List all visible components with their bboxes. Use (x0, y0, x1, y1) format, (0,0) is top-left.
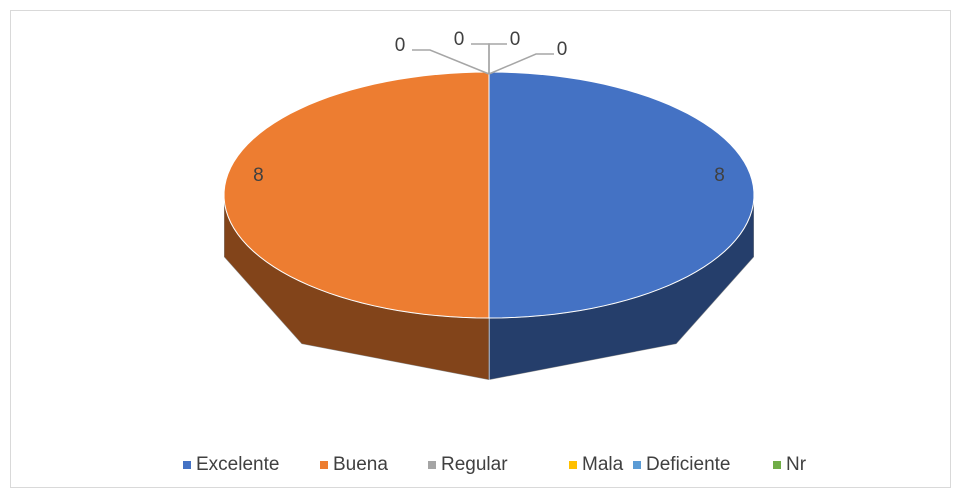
legend-label: Regular (441, 454, 508, 475)
legend-swatch (183, 461, 191, 469)
leader-line (488, 43, 507, 74)
data-label: 0 (395, 35, 406, 56)
legend-swatch (320, 461, 328, 469)
pie: 8 8 0 0 0 0 (223, 29, 755, 381)
slice-side-shade (224, 195, 489, 380)
legend: Excelente Buena Regular Mala Deficiente Nr (183, 454, 807, 475)
legend-swatch (773, 461, 781, 469)
data-label: 8 (714, 165, 725, 186)
legend-swatch (633, 461, 641, 469)
legend-label: Excelente (196, 454, 279, 475)
slice (223, 71, 490, 319)
data-label: 0 (454, 29, 465, 50)
data-label: 0 (557, 39, 568, 60)
data-label: 0 (510, 29, 521, 50)
legend-swatch (428, 461, 436, 469)
legend-label: Deficiente (646, 454, 731, 475)
slice-side-shade (489, 195, 754, 380)
legend-label: Mala (582, 454, 624, 475)
leader-line (412, 49, 490, 75)
legend-label: Nr (786, 454, 807, 475)
slice (488, 71, 755, 319)
legend-label: Buena (333, 454, 388, 475)
data-label: 8 (253, 165, 264, 186)
legend-swatch (569, 461, 577, 469)
leader-line (488, 53, 554, 75)
